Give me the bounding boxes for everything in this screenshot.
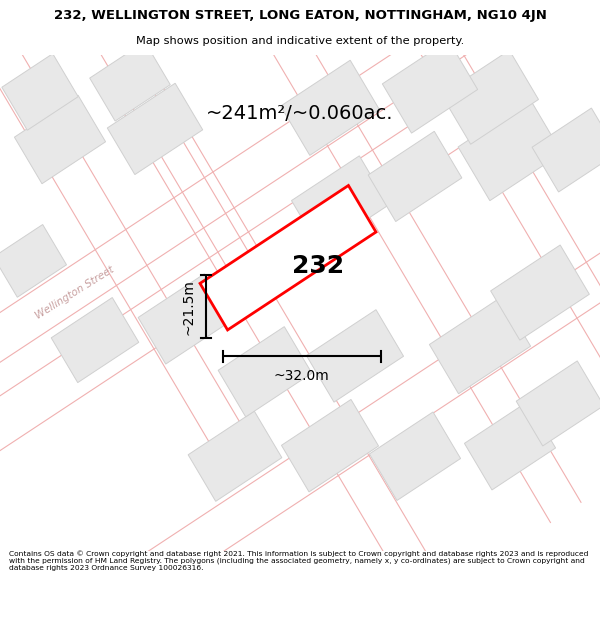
Polygon shape: [532, 108, 600, 192]
Polygon shape: [90, 42, 170, 121]
Polygon shape: [51, 298, 139, 382]
Polygon shape: [0, 95, 479, 554]
Polygon shape: [138, 274, 232, 364]
Polygon shape: [259, 10, 581, 522]
Polygon shape: [516, 361, 600, 446]
Polygon shape: [370, 412, 461, 501]
Text: Map shows position and indicative extent of the property.: Map shows position and indicative extent…: [136, 36, 464, 46]
Polygon shape: [281, 399, 379, 492]
Polygon shape: [430, 297, 530, 394]
Polygon shape: [188, 411, 282, 501]
Polygon shape: [218, 327, 312, 417]
Polygon shape: [464, 401, 556, 490]
Polygon shape: [14, 95, 106, 184]
Text: Wellington Street: Wellington Street: [34, 264, 116, 321]
Polygon shape: [0, 224, 67, 298]
Polygon shape: [109, 68, 431, 581]
Polygon shape: [292, 156, 388, 250]
Polygon shape: [200, 186, 376, 330]
Polygon shape: [307, 310, 404, 402]
Polygon shape: [369, 0, 600, 459]
Text: 232: 232: [292, 254, 344, 278]
Polygon shape: [281, 60, 379, 156]
Polygon shape: [39, 0, 281, 308]
Polygon shape: [0, 0, 256, 469]
Polygon shape: [382, 40, 478, 133]
Polygon shape: [2, 54, 78, 130]
Polygon shape: [458, 99, 562, 201]
Polygon shape: [491, 245, 589, 340]
Polygon shape: [0, 0, 600, 368]
Polygon shape: [107, 83, 203, 174]
Text: ~32.0m: ~32.0m: [274, 369, 329, 383]
Polygon shape: [121, 149, 600, 605]
Text: 232, WELLINGTON STREET, LONG EATON, NOTTINGHAM, NG10 4JN: 232, WELLINGTON STREET, LONG EATON, NOTT…: [53, 9, 547, 22]
Polygon shape: [442, 50, 538, 144]
Text: ~21.5m: ~21.5m: [182, 279, 196, 334]
Text: ~241m²/~0.060ac.: ~241m²/~0.060ac.: [206, 104, 394, 122]
Text: Contains OS data © Crown copyright and database right 2021. This information is : Contains OS data © Crown copyright and d…: [9, 550, 589, 571]
Polygon shape: [368, 131, 462, 221]
